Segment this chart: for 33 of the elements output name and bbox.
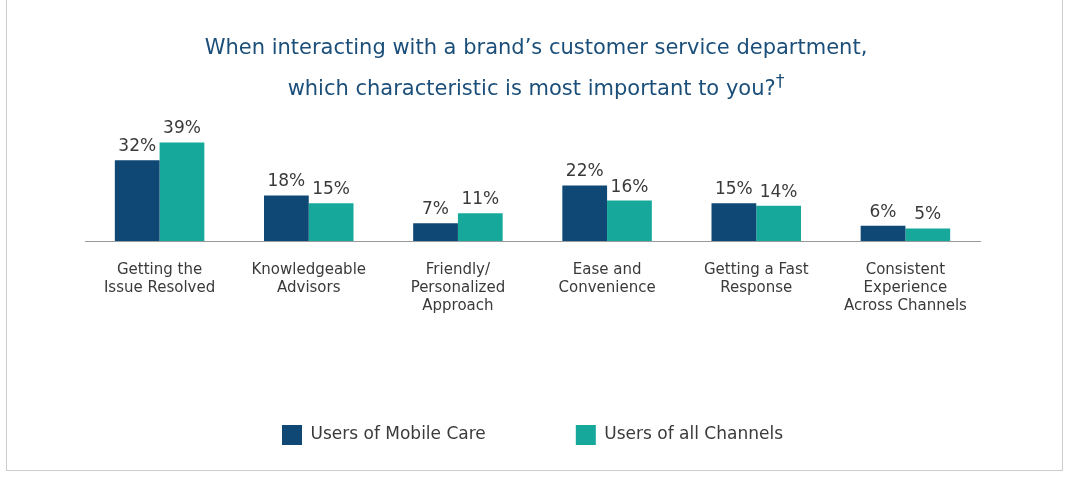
bar <box>264 195 309 241</box>
bar <box>711 203 757 241</box>
data-label: 15% <box>714 178 753 199</box>
x-tick-label: Ease and Convenience <box>558 259 656 296</box>
bar <box>607 200 652 241</box>
bar <box>114 160 160 241</box>
bar <box>308 203 354 241</box>
x-tick-label: Friendly/ Personalized Approach <box>410 259 506 314</box>
data-label: 16% <box>610 175 649 196</box>
x-tick-label: Consistent Experience Across Channels <box>843 259 968 314</box>
chart-title: When interacting with a brand’s customer service department, which characteristic is most important to you?$^{†}$ <box>203 34 869 102</box>
bar <box>860 225 906 241</box>
bar <box>562 185 608 241</box>
bar <box>159 142 205 241</box>
data-label: 6% <box>869 200 897 221</box>
data-label: 32% <box>118 135 157 156</box>
data-label: 18% <box>267 170 306 191</box>
legend-label: Users of all Channels <box>604 423 784 444</box>
data-label: 22% <box>565 160 604 181</box>
data-label: 15% <box>312 178 351 199</box>
x-tick-label: Knowledgeable Advisors <box>251 259 367 296</box>
bar <box>756 205 801 241</box>
data-label: 5% <box>914 203 942 224</box>
data-label: 39% <box>163 117 201 138</box>
legend-label: Users of Mobile Care <box>310 423 486 444</box>
bar <box>905 228 951 241</box>
data-label: 7% <box>422 198 450 219</box>
bar <box>413 223 458 241</box>
x-tick-label: Getting the Issue Resolved <box>103 259 216 296</box>
data-label: 14% <box>759 180 798 201</box>
bar <box>457 213 503 241</box>
x-tick-label: Getting a Fast Response <box>703 259 809 296</box>
data-label: 11% <box>461 188 500 209</box>
